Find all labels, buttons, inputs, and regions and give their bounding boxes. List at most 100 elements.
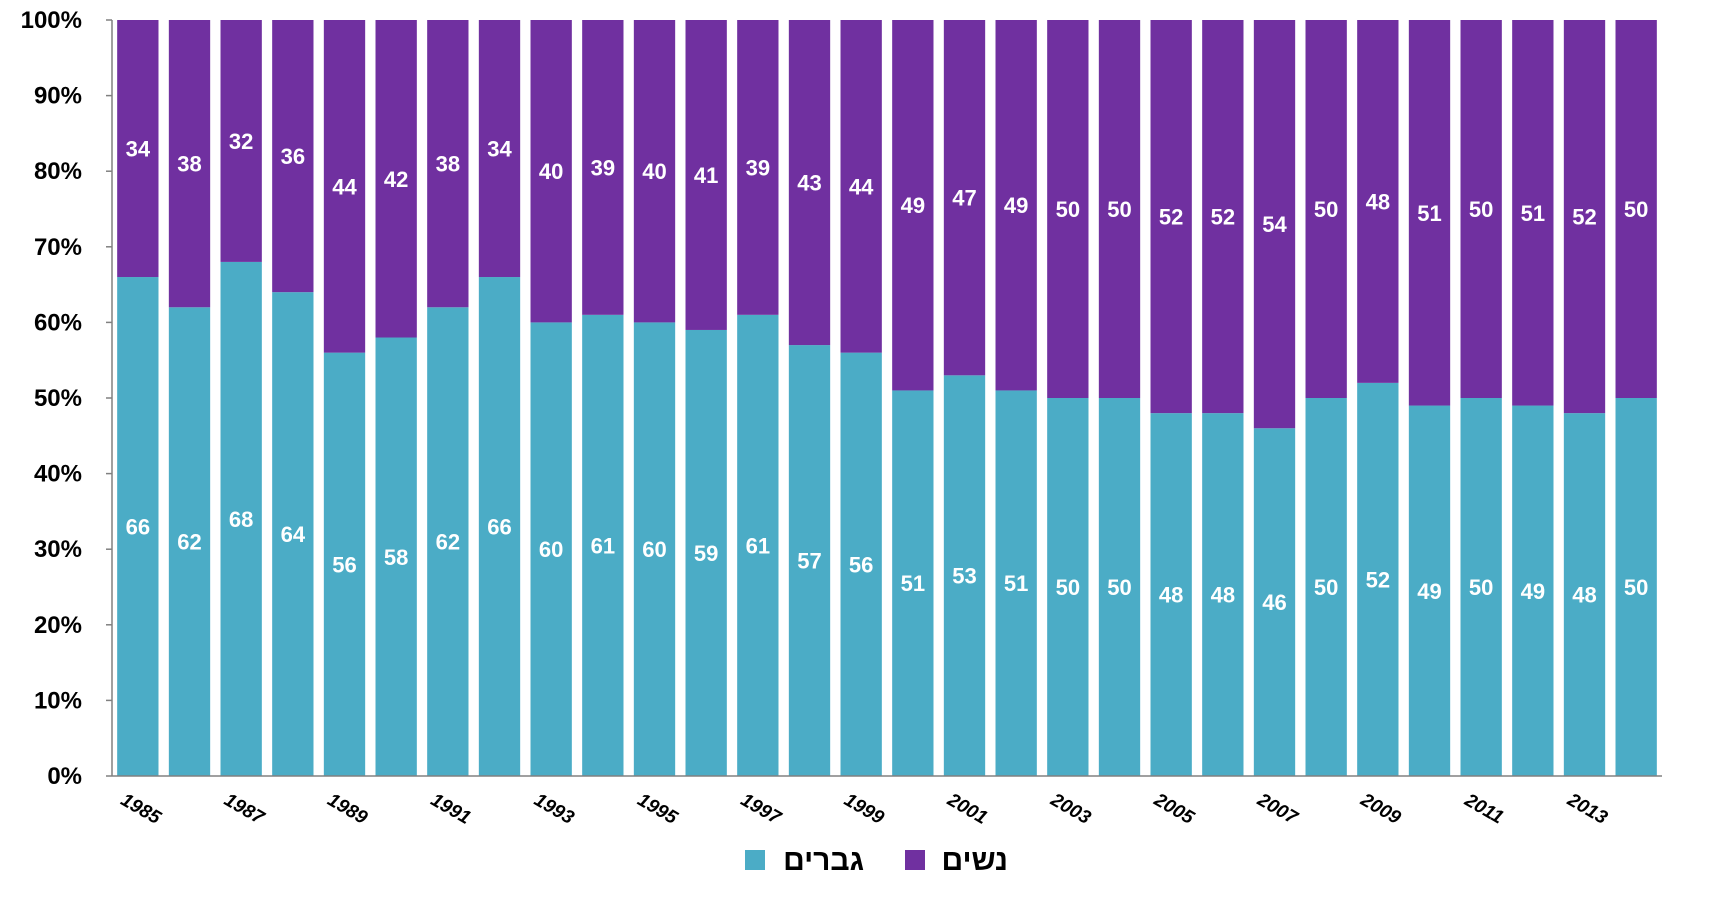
bar-segment-women	[1615, 20, 1657, 398]
data-label-men: 52	[1366, 567, 1390, 592]
data-label-men: 66	[487, 515, 511, 540]
legend-label: גברים	[783, 844, 864, 877]
bar-segment-women	[633, 20, 676, 323]
data-label-men: 51	[901, 571, 925, 596]
data-label-men: 68	[229, 507, 253, 532]
bar-segment-men	[117, 277, 159, 776]
bar-segment-women	[1202, 20, 1244, 414]
bar-segment-men	[1357, 382, 1399, 776]
data-label-women: 50	[1314, 197, 1338, 222]
data-label-men: 57	[797, 549, 821, 574]
y-tick-label: 70%	[34, 234, 82, 261]
bar-segment-women	[323, 20, 366, 353]
bar-segment-women	[168, 20, 211, 308]
data-label-women: 50	[1056, 197, 1080, 222]
y-tick-label: 60%	[34, 309, 82, 336]
bar-segment-men	[582, 314, 624, 776]
data-label-women: 50	[1624, 197, 1648, 222]
x-tick-label: 1999	[840, 790, 887, 830]
data-label-women: 44	[332, 174, 357, 199]
y-tick-label: 50%	[34, 385, 82, 412]
data-label-men: 60	[642, 537, 666, 562]
bar-segment-women	[117, 20, 159, 278]
legend-label: נשים	[941, 844, 1008, 877]
bar-segment-men	[840, 352, 882, 776]
legend-swatch	[905, 850, 925, 870]
data-label-women: 49	[1004, 193, 1028, 218]
data-label-men: 50	[1624, 575, 1648, 600]
bar-segment-women	[530, 20, 572, 323]
bar-segment-men	[1047, 398, 1089, 776]
data-label-men: 50	[1056, 575, 1080, 600]
data-label-women: 43	[797, 171, 821, 196]
data-label-men: 66	[126, 515, 150, 540]
data-label-men: 49	[1417, 579, 1441, 604]
data-label-men: 58	[384, 545, 408, 570]
data-label-men: 49	[1521, 579, 1545, 604]
data-label-women: 44	[849, 174, 874, 199]
data-label-men: 48	[1159, 583, 1183, 608]
bar-segment-men	[1253, 428, 1296, 776]
bar-segment-women	[1098, 20, 1141, 398]
bar-segment-men	[737, 314, 779, 776]
x-tick-label: 1987	[220, 790, 268, 830]
bar-segment-women	[1357, 20, 1399, 383]
bar-segment-men	[220, 261, 262, 776]
data-label-women: 52	[1159, 205, 1183, 230]
y-tick-label: 40%	[34, 461, 82, 488]
bar-segment-men	[1150, 413, 1192, 776]
x-tick-label: 2007	[1253, 789, 1302, 830]
x-tick-label: 2013	[1563, 789, 1611, 829]
data-label-men: 48	[1572, 583, 1596, 608]
bar-segment-women	[1047, 20, 1089, 398]
data-label-men: 61	[591, 533, 615, 558]
bar-segment-women	[1408, 20, 1451, 406]
data-label-women: 51	[1521, 201, 1545, 226]
data-label-men: 53	[952, 564, 976, 589]
x-axis: 1985 1987 1989 1991 1993 1995 1997 1999 2001 2003…	[112, 775, 1662, 830]
y-tick-label: 100%	[21, 7, 82, 34]
data-label-women: 51	[1417, 201, 1441, 226]
data-label-women: 41	[694, 163, 718, 188]
bar-segment-women	[737, 20, 779, 315]
bar-segment-men	[375, 337, 417, 776]
x-tick-label: 2005	[1149, 789, 1197, 829]
legend-swatch	[745, 850, 765, 870]
y-tick-label: 30%	[34, 536, 82, 563]
x-tick-label: 1989	[324, 790, 371, 830]
bar-segment-women	[995, 20, 1037, 391]
data-label-women: 34	[126, 137, 151, 162]
data-label-women: 40	[539, 159, 563, 184]
bar-segment-women	[375, 20, 417, 338]
bar-segment-women	[582, 20, 624, 315]
y-tick-label: 80%	[34, 158, 82, 185]
bar-segment-women	[1460, 20, 1502, 398]
data-label-men: 46	[1262, 590, 1286, 615]
data-label-men: 62	[436, 530, 460, 555]
bar-segment-men	[1202, 413, 1244, 776]
bar-segment-men	[1460, 398, 1502, 776]
x-tick-label: 1995	[634, 790, 681, 830]
bar-segment-men	[995, 390, 1037, 776]
bar-segment-men	[943, 375, 986, 776]
data-label-women: 39	[746, 155, 770, 180]
data-label-women: 50	[1107, 197, 1131, 222]
bar-segment-men	[1563, 413, 1606, 776]
bar-segment-women	[1253, 20, 1296, 429]
x-tick-label: 1993	[530, 790, 577, 830]
legend: גברים נשים	[745, 844, 1008, 877]
data-label-women: 52	[1211, 205, 1235, 230]
data-label-women: 39	[591, 155, 615, 180]
data-label-women: 52	[1572, 205, 1596, 230]
bar-segment-women	[1563, 20, 1606, 414]
x-tick-label: 1997	[737, 790, 785, 830]
bar-segment-men	[530, 322, 572, 776]
data-label-men: 51	[1004, 571, 1028, 596]
data-label-women: 54	[1262, 212, 1287, 237]
data-label-men: 60	[539, 537, 563, 562]
bar-segment-men	[478, 277, 521, 776]
bar-segment-men	[685, 329, 727, 776]
bar-segment-men	[427, 307, 469, 776]
bar-segment-women	[840, 20, 882, 353]
